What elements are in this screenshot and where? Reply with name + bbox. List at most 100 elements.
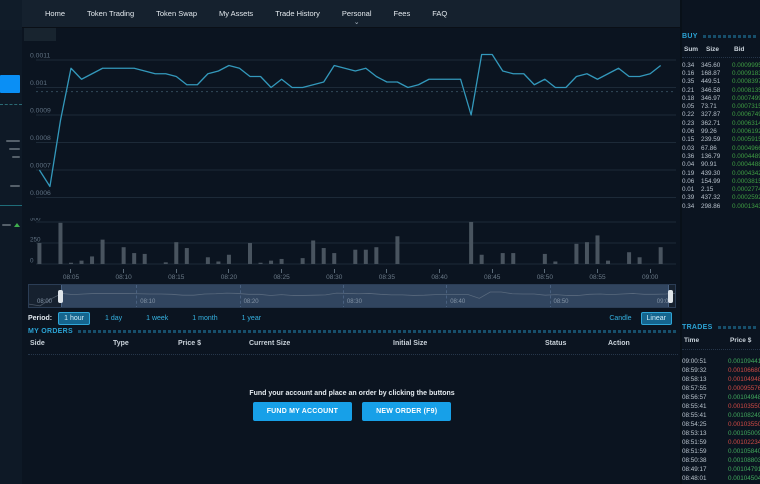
order-book-row: 0.19 439.30 0.00043426 <box>682 169 760 177</box>
period-option[interactable]: 1 week <box>146 314 169 322</box>
new-order-button[interactable]: NEW ORDER (F9) <box>362 402 452 421</box>
trade-price: 0.00103550 <box>728 403 760 410</box>
book-size: 2.15 <box>701 186 714 194</box>
time-axis: 08:05 08:10 08:15 08:20 08:25 08:30 08:35 08:40… <box>28 269 678 282</box>
nav-item[interactable]: Personal ⌄ <box>331 9 383 26</box>
navigator-left-handle[interactable] <box>58 290 63 303</box>
navigator-label: 08:40 <box>450 299 466 305</box>
axis-tick <box>544 269 546 273</box>
trade-row: 08:54:25 0.00103550 <box>682 420 760 429</box>
order-book-column-headers: Sum Size Bid <box>682 46 760 55</box>
nav-item-label: Fees <box>393 9 411 18</box>
trade-price: 0.00104504 <box>728 475 760 482</box>
nav-item-label: Token Trading <box>87 9 135 18</box>
book-sum: 0.22 <box>682 111 695 119</box>
nav-item[interactable]: FAQ <box>421 9 458 18</box>
navigator-label: 08:20 <box>243 299 259 305</box>
nav-item[interactable]: Trade History <box>264 9 331 18</box>
trades-separator <box>682 349 760 350</box>
chart-navigator[interactable]: 08:00 08:10 08:20 08:30 08:40 08:50 09:00 <box>28 284 676 308</box>
book-bid: 0.00099952 <box>732 61 760 69</box>
order-book-row: 0.16 168.87 0.00091837 <box>682 69 760 77</box>
book-sum: 0.04 <box>682 161 695 169</box>
sidebar-divider <box>0 205 22 206</box>
book-sum: 0.18 <box>682 94 695 102</box>
trade-price: 0.00095576 <box>728 385 760 392</box>
navigator-label: 08:00 <box>37 299 53 305</box>
axis-tick <box>596 269 598 273</box>
book-size: 298.86 <box>701 202 721 210</box>
order-book-row: 0.39 437.32 0.00025925 <box>682 194 760 202</box>
navigator-separator <box>446 285 448 307</box>
navigator-separator <box>549 285 551 307</box>
buy-title: BUY <box>682 33 698 40</box>
fund-account-button[interactable]: FUND MY ACCOUNT <box>252 402 353 421</box>
nav-item-label: Trade History <box>275 9 320 18</box>
period-option[interactable]: 1 hour <box>58 311 90 325</box>
nav-item[interactable]: My Assets <box>208 9 264 18</box>
trade-row: 08:56:57 0.00104948 <box>682 393 760 402</box>
book-sum: 0.35 <box>682 78 695 86</box>
trade-time: 08:55:41 <box>682 403 707 410</box>
book-bid: 0.00013433 <box>732 202 760 210</box>
axis-tick-label: 08:15 <box>168 274 185 281</box>
orders-column-status: Status <box>545 340 567 347</box>
chart-type-option[interactable]: Candle <box>609 314 632 322</box>
nav-item[interactable]: Fees <box>383 9 422 18</box>
book-bid: 0.00038150 <box>732 177 760 185</box>
book-size: 154.99 <box>701 177 721 185</box>
nav-item[interactable]: Token Swap <box>145 9 208 18</box>
period-option[interactable]: 1 year <box>241 314 262 322</box>
order-book-row: 0.04 90.91 0.00044880 <box>682 161 760 169</box>
nav-item[interactable]: Home <box>34 9 76 18</box>
trade-time: 08:49:17 <box>682 466 707 473</box>
orders-column-headers: Side Type Price $ Current Size Initial Size S… <box>28 340 678 350</box>
navigator-right-handle[interactable] <box>668 290 673 303</box>
book-sum: 0.39 <box>682 194 695 202</box>
period-option[interactable]: 1 month <box>192 314 218 322</box>
nav-item[interactable]: Token Trading <box>76 9 145 18</box>
book-sum: 0.03 <box>682 144 695 152</box>
book-bid: 0.00063144 <box>732 119 760 127</box>
axis-tick-label: 08:40 <box>431 274 448 281</box>
chevron-down-icon: ⌄ <box>353 19 360 26</box>
book-size: 239.59 <box>701 136 721 144</box>
axis-tick-label: 08:35 <box>378 274 396 281</box>
sidebar-text-fragment <box>6 140 20 142</box>
book-size: 345.60 <box>701 61 721 69</box>
order-book-row: 0.36 136.79 0.00044896 <box>682 152 760 160</box>
book-bid: 0.00043426 <box>732 169 760 177</box>
trade-row: 08:51:59 0.00105840 <box>682 447 760 456</box>
order-book-row: 0.34 298.86 0.00013433 <box>682 202 760 210</box>
order-book-row: 0.01 2.15 0.00027747 <box>682 185 760 193</box>
trades-header: TRADES <box>682 324 758 331</box>
navigator-label: 09:00 <box>656 299 672 305</box>
order-book-row: 0.22 327.87 0.00067493 <box>682 111 760 119</box>
trade-time: 08:50:38 <box>682 457 707 464</box>
trade-time: 08:51:59 <box>682 439 707 446</box>
order-book-rows: 0.34 345.60 0.00099952 0.16 168.87 0.000… <box>682 61 760 210</box>
book-size: 346.58 <box>701 86 721 94</box>
chart-type-option[interactable]: Linear <box>640 311 672 325</box>
book-column-size: Size <box>706 46 720 53</box>
sidebar-text-fragment <box>2 224 11 226</box>
book-size: 449.51 <box>701 78 721 86</box>
navigator-label: 08:30 <box>346 299 362 305</box>
trade-time: 08:53:13 <box>682 430 707 437</box>
trade-price: 0.00102234 <box>728 439 760 446</box>
nav-item-label: Personal <box>341 9 372 18</box>
period-options: 1 hour 1 day 1 week 1 month 1 year <box>58 311 280 325</box>
axis-tick-label: 08:45 <box>484 274 501 281</box>
left-sidebar-fragment <box>0 0 22 484</box>
book-size: 90.91 <box>701 161 717 169</box>
period-option[interactable]: 1 day <box>104 314 123 322</box>
sidebar-active-item[interactable] <box>0 75 20 93</box>
trade-price: 0.00104948 <box>728 394 760 401</box>
orders-column-action: Action <box>608 340 630 347</box>
axis-tick <box>491 269 493 273</box>
svg-text:0.001: 0.001 <box>30 80 47 87</box>
book-bid: 0.00025925 <box>732 194 760 202</box>
axis-tick <box>281 269 283 273</box>
svg-text:0.0007: 0.0007 <box>30 163 51 170</box>
up-triangle-icon <box>14 223 20 227</box>
